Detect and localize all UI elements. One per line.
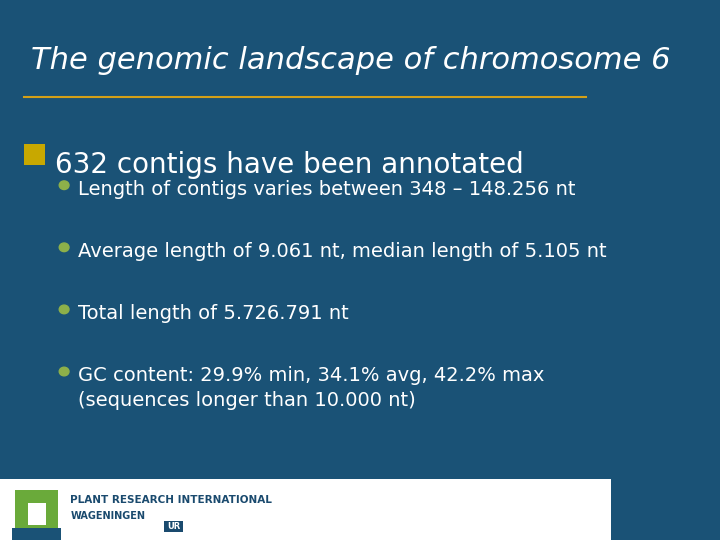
- Text: WAGENINGEN: WAGENINGEN: [71, 511, 145, 522]
- Circle shape: [59, 181, 69, 190]
- FancyBboxPatch shape: [0, 472, 611, 479]
- FancyBboxPatch shape: [0, 472, 611, 540]
- FancyBboxPatch shape: [24, 144, 45, 165]
- Text: 632 contigs have been annotated: 632 contigs have been annotated: [55, 151, 523, 179]
- Text: Length of contigs varies between 348 – 148.256 nt: Length of contigs varies between 348 – 1…: [78, 180, 576, 199]
- Text: GC content: 29.9% min, 34.1% avg, 42.2% max
(sequences longer than 10.000 nt): GC content: 29.9% min, 34.1% avg, 42.2% …: [78, 366, 544, 410]
- Circle shape: [59, 243, 69, 252]
- Text: The genomic landscape of chromosome 6: The genomic landscape of chromosome 6: [30, 46, 670, 75]
- Text: Total length of 5.726.791 nt: Total length of 5.726.791 nt: [78, 304, 349, 323]
- FancyBboxPatch shape: [27, 503, 45, 525]
- Text: PLANT RESEARCH INTERNATIONAL: PLANT RESEARCH INTERNATIONAL: [71, 495, 272, 505]
- FancyBboxPatch shape: [163, 521, 183, 532]
- Circle shape: [59, 305, 69, 314]
- Circle shape: [59, 367, 69, 376]
- FancyBboxPatch shape: [15, 490, 58, 530]
- FancyBboxPatch shape: [12, 528, 61, 540]
- Text: UR: UR: [167, 522, 180, 531]
- Text: Average length of 9.061 nt, median length of 5.105 nt: Average length of 9.061 nt, median lengt…: [78, 242, 607, 261]
